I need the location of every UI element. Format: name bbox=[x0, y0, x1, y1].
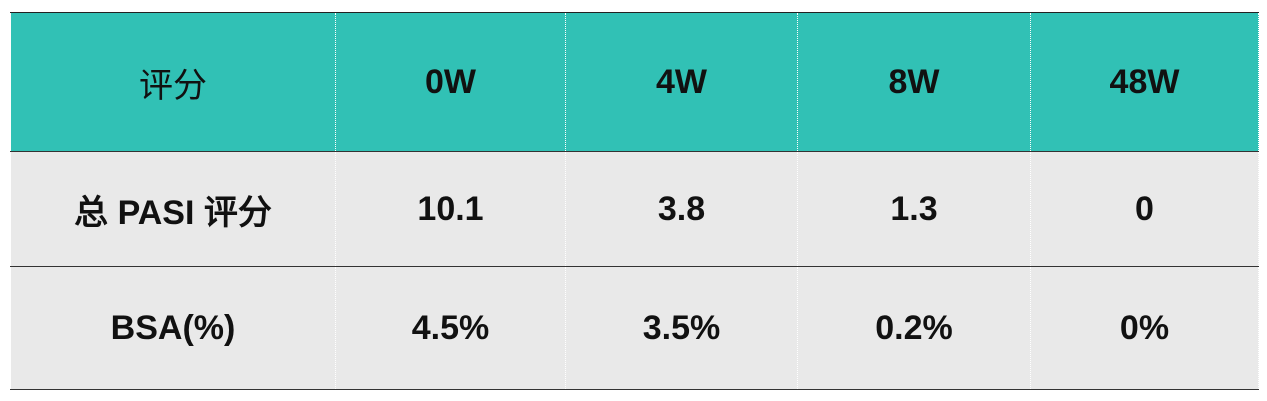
table-header: 评分 0W 4W 8W 48W bbox=[10, 12, 1259, 152]
table-cell: 10.1 bbox=[335, 151, 566, 267]
table-row: 总 PASI 评分 10.1 3.8 1.3 0 bbox=[10, 151, 1259, 267]
row-label: 总 PASI 评分 bbox=[10, 151, 336, 267]
table-row: BSA(%) 4.5% 3.5% 0.2% 0% bbox=[10, 266, 1259, 390]
header-row: 评分 0W 4W 8W 48W bbox=[10, 12, 1259, 152]
header-cell: 48W bbox=[1030, 12, 1259, 152]
table-cell: 0 bbox=[1030, 151, 1259, 267]
header-cell: 4W bbox=[565, 12, 798, 152]
header-cell: 8W bbox=[797, 12, 1031, 152]
header-cell: 0W bbox=[335, 12, 566, 152]
data-table: 评分 0W 4W 8W 48W 总 PASI 评分 10.1 3.8 1.3 0… bbox=[10, 12, 1259, 390]
table-body: 总 PASI 评分 10.1 3.8 1.3 0 BSA(%) 4.5% 3.5… bbox=[10, 151, 1259, 390]
table-cell: 3.8 bbox=[565, 151, 798, 267]
header-cell: 评分 bbox=[10, 12, 336, 152]
table-cell: 3.5% bbox=[565, 266, 798, 390]
table-cell: 4.5% bbox=[335, 266, 566, 390]
row-label: BSA(%) bbox=[10, 266, 336, 390]
table-cell: 0.2% bbox=[797, 266, 1031, 390]
table-cell: 0% bbox=[1030, 266, 1259, 390]
table-cell: 1.3 bbox=[797, 151, 1031, 267]
